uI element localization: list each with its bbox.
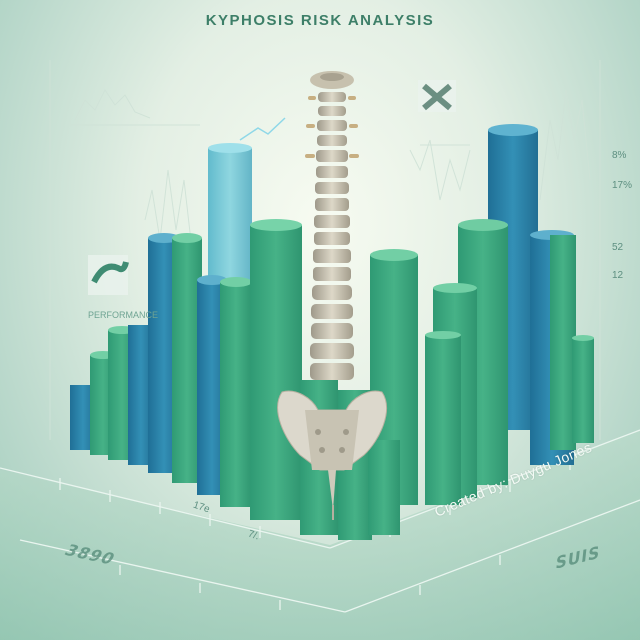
floor-plane <box>0 430 640 640</box>
bar <box>220 282 252 507</box>
bars-left <box>70 219 302 520</box>
close-x-icon <box>418 80 456 112</box>
spine-illustration <box>277 71 387 520</box>
right-label-4: 12 <box>612 270 624 281</box>
bar <box>572 338 594 443</box>
page-title: KYPHOSIS RISK ANALYSIS <box>205 12 435 29</box>
background-hud <box>49 60 601 440</box>
right-label-2: 17% <box>612 180 633 191</box>
bar <box>250 225 302 520</box>
bars-right <box>425 235 594 505</box>
right-label-1: 8% <box>612 150 627 161</box>
bar <box>368 440 400 535</box>
glow-line <box>239 117 286 141</box>
right-label-3: 52 <box>612 242 624 253</box>
bar <box>550 235 576 450</box>
bar <box>425 335 461 505</box>
hud-caption: PERFORMANCE <box>88 310 159 320</box>
wave-icon <box>88 255 129 295</box>
